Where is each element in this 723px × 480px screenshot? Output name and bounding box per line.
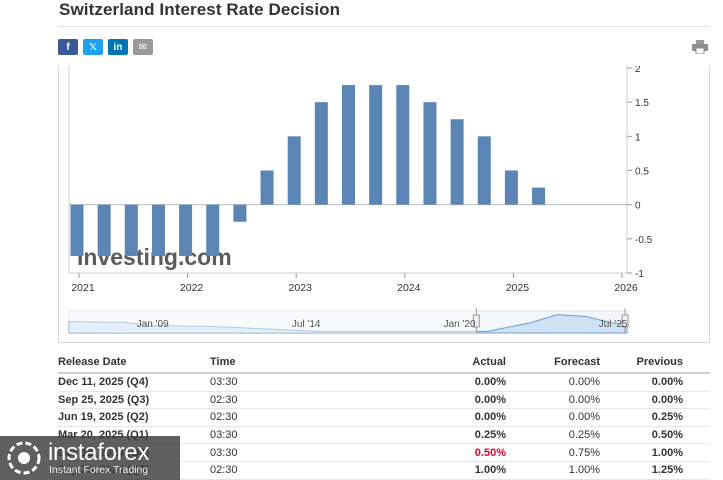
watermark-brand-name: instaforex	[48, 439, 150, 466]
row-forecast: 0.75%	[568, 446, 600, 459]
row-forecast: 0.25%	[568, 429, 600, 442]
row-time: 03:30	[210, 376, 238, 389]
linkedin-share-button[interactable]: in	[108, 39, 128, 55]
row-actual: 1.00%	[474, 464, 506, 477]
row-forecast: 0.00%	[568, 376, 600, 389]
rate-bar	[151, 204, 165, 256]
rate-bar	[70, 204, 84, 256]
header-forecast[interactable]: Forecast	[554, 356, 600, 368]
email-icon: ✉	[138, 41, 148, 53]
rate-bar	[532, 187, 546, 205]
row-date: Jun 19, 2025 (Q2)	[58, 411, 149, 424]
rate-bar	[369, 85, 383, 205]
linkedin-icon: in	[113, 41, 123, 53]
row-forecast: 1.00%	[568, 464, 600, 477]
row-actual: 0.25%	[474, 429, 506, 442]
row-date: Sep 25, 2025 (Q3)	[58, 393, 150, 406]
row-previous: 1.25%	[651, 464, 683, 477]
twitter-icon: 𝕏	[88, 41, 98, 53]
row-time: 02:30	[210, 464, 238, 477]
rate-bar	[233, 204, 247, 222]
rate-bar	[260, 170, 274, 205]
rate-bar	[504, 170, 518, 205]
row-previous: 1.00%	[651, 446, 683, 459]
y-tick-label: 1.5	[635, 98, 649, 109]
row-date: Dec 11, 2025 (Q4)	[58, 376, 149, 389]
row-time: 03:30	[210, 446, 238, 459]
title-divider	[58, 26, 710, 27]
header-actual[interactable]: Actual	[472, 356, 506, 368]
y-tick-label: 1	[635, 132, 641, 143]
navigator-handle-right	[621, 314, 629, 328]
rate-bar	[396, 85, 410, 205]
row-time: 02:30	[210, 393, 238, 406]
rate-bar	[206, 204, 220, 256]
row-previous: 0.00%	[651, 393, 683, 406]
table-row: Jun 19, 2025 (Q2) 02:30 0.00% 0.00% 0.25…	[58, 409, 710, 427]
y-tick-label: -0.5	[635, 235, 653, 246]
navigator-label: Jan '09	[137, 319, 169, 330]
row-time: 03:30	[210, 429, 238, 442]
row-actual: 0.00%	[474, 376, 506, 389]
rate-bar	[342, 85, 355, 205]
facebook-share-button[interactable]: f	[58, 39, 78, 55]
x-tick-label: 2025	[506, 282, 530, 294]
instaforex-watermark: instaforex Instant Forex Trading	[0, 436, 180, 480]
watermark-tagline: Instant Forex Trading	[49, 464, 149, 476]
rate-bar	[477, 136, 491, 205]
table-header: Release Date Time Actual Forecast Previo…	[58, 352, 710, 374]
table-row: Mar 20, 2025 (Q1) 03:30 0.25% 0.25% 0.50…	[58, 427, 710, 445]
row-previous: 0.25%	[651, 411, 683, 424]
x-tick-label: 2024	[397, 282, 421, 294]
header-release-date[interactable]: Release Date	[58, 356, 127, 368]
x-tick-label: 2022	[180, 282, 204, 294]
row-previous: 0.00%	[651, 376, 683, 389]
instaforex-logo-icon	[7, 441, 41, 475]
rate-bar	[179, 204, 193, 256]
y-tick-label: 0.5	[635, 167, 649, 178]
header-time[interactable]: Time	[210, 356, 236, 368]
row-actual: 0.00%	[474, 411, 506, 424]
twitter-share-button[interactable]: 𝕏	[83, 39, 103, 55]
row-forecast: 0.00%	[568, 411, 600, 424]
email-share-button[interactable]: ✉	[133, 39, 153, 55]
print-icon[interactable]	[692, 40, 708, 54]
row-previous: 0.50%	[651, 429, 683, 442]
rate-bar	[423, 102, 437, 205]
row-forecast: 0.00%	[568, 393, 600, 406]
navigator-handle-left	[472, 314, 480, 328]
y-tick-label: -1	[635, 269, 644, 280]
facebook-icon: f	[66, 41, 70, 53]
rate-bar	[124, 204, 138, 256]
rate-bar	[314, 102, 328, 205]
x-tick-label: 2026	[614, 282, 638, 294]
navigator-label: Jan '20	[444, 319, 476, 330]
rate-bar	[287, 136, 301, 205]
navigator-label: Jul '25	[599, 319, 628, 330]
row-actual: 0.00%	[474, 393, 506, 406]
rate-bar	[450, 119, 464, 205]
header-previous[interactable]: Previous	[636, 356, 683, 368]
navigator-label: Jul '14	[292, 319, 321, 330]
y-tick-label: 2	[635, 66, 641, 75]
row-time: 02:30	[210, 411, 238, 424]
y-tick-label: 0	[635, 201, 641, 212]
rate-bar	[97, 204, 111, 256]
row-actual: 0.50%	[474, 446, 506, 459]
navigator-mask-left	[69, 311, 477, 333]
table-row: Sep 25, 2025 (Q3) 02:30 0.00% 0.00% 0.00…	[58, 392, 710, 410]
chart-container: Investing.com -1 -0.5 0 0.5 1 1.5 2 2021 2022 202…	[58, 66, 710, 343]
table-row: Dec 11, 2025 (Q4) 03:30 0.00% 0.00% 0.00…	[58, 374, 710, 392]
x-tick-label: 2023	[289, 282, 313, 294]
x-tick-label: 2021	[71, 282, 95, 294]
page-title: Switzerland Interest Rate Decision	[59, 0, 341, 19]
